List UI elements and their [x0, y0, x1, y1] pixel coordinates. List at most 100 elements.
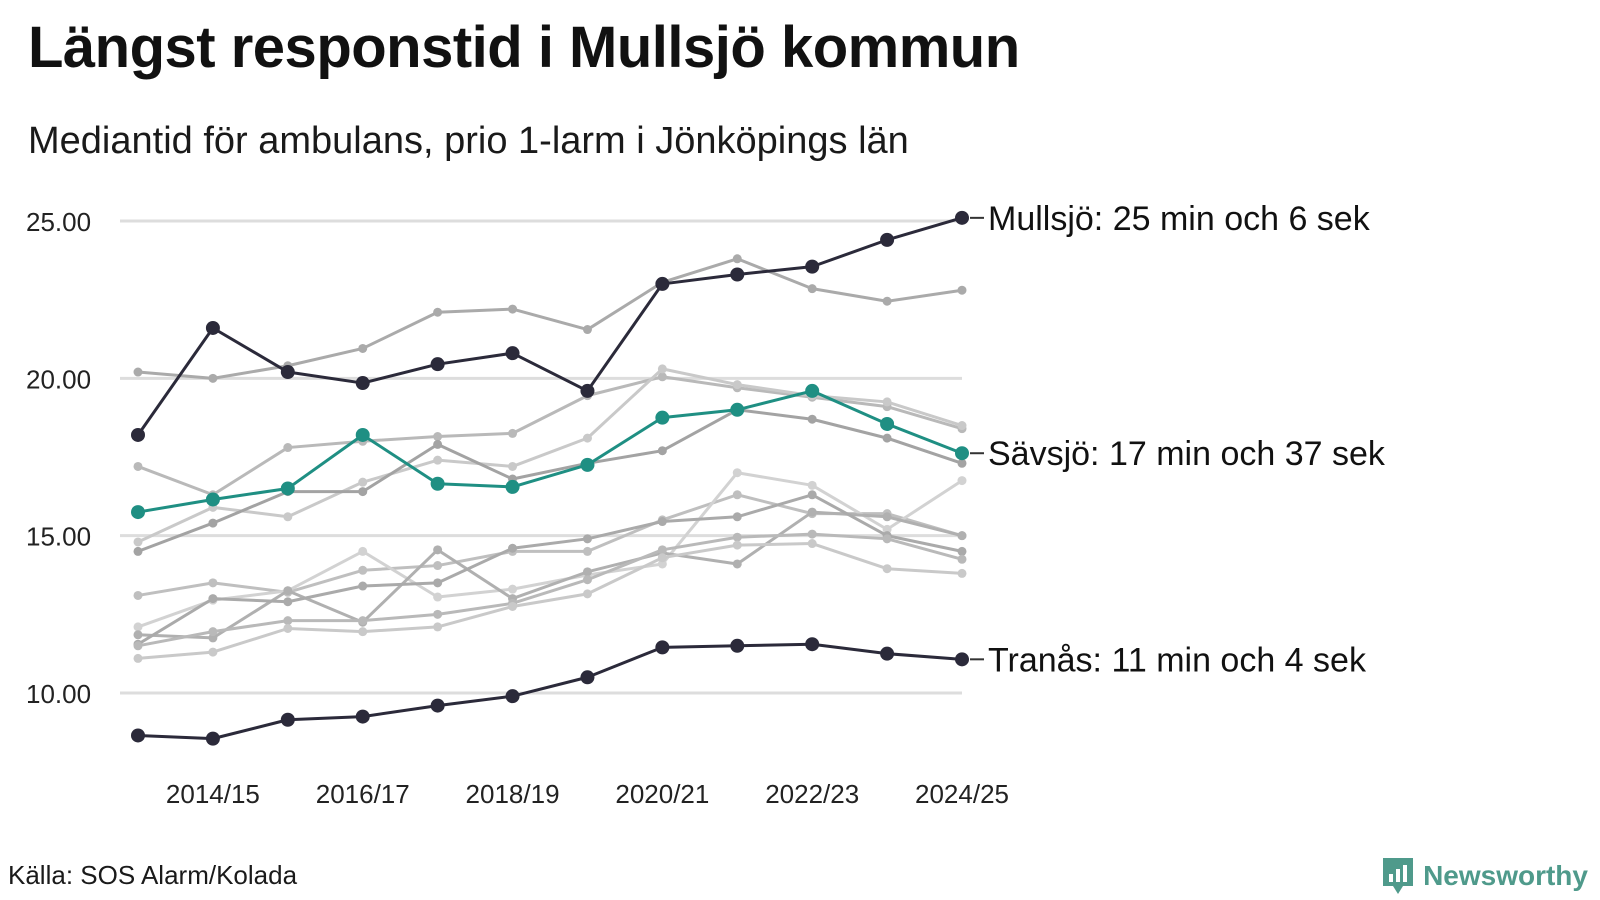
background-data-point: [433, 578, 443, 588]
highlighted-data-point: [355, 427, 370, 442]
background-data-point: [957, 285, 967, 295]
background-series: [133, 254, 967, 383]
highlighted-data-point: [131, 505, 145, 520]
background-data-point: [957, 554, 967, 564]
background-data-point: [732, 512, 742, 522]
background-data-point: [358, 581, 368, 591]
background-data-point: [508, 584, 518, 594]
background-data-point: [807, 414, 817, 424]
background-data-point: [508, 304, 518, 314]
x-tick-label: 2016/17: [316, 779, 410, 809]
background-series-line: [136, 367, 964, 544]
background-data-point: [433, 622, 443, 632]
background-data-point: [283, 443, 293, 453]
background-data-point: [957, 531, 967, 541]
background-data-point: [732, 380, 742, 390]
highlighted-data-point: [655, 410, 670, 425]
highlighted-series: [131, 383, 969, 520]
background-series-line: [136, 532, 964, 648]
background-data-point: [508, 428, 518, 438]
background-data-point: [807, 490, 817, 500]
background-data-point: [433, 455, 443, 465]
highlighted-data-point: [730, 267, 745, 282]
background-data-point: [882, 296, 892, 306]
y-tick-label: 15.00: [26, 522, 91, 552]
x-tick-label: 2018/19: [466, 779, 560, 809]
highlighted-series-line: [136, 642, 964, 741]
highlighted-data-point: [580, 457, 595, 472]
background-series-line: [136, 375, 964, 497]
background-data-point: [657, 517, 667, 527]
highlighted-series-line: [136, 389, 964, 514]
background-series: [133, 372, 967, 500]
background-data-point: [882, 512, 892, 522]
highlighted-series: [131, 210, 969, 442]
background-data-point: [208, 627, 218, 637]
background-data-point: [732, 532, 742, 542]
background-data-point: [208, 373, 218, 383]
highlighted-data-point: [805, 259, 820, 274]
highlighted-series-line: [136, 216, 964, 437]
background-series: [133, 364, 967, 547]
highlighted-data-point: [205, 492, 220, 507]
background-data-point: [433, 592, 443, 602]
background-data-point: [133, 653, 143, 663]
background-data-point: [133, 641, 143, 651]
y-tick-label: 10.00: [26, 679, 91, 709]
highlighted-data-point: [955, 446, 969, 461]
background-data-point: [433, 439, 443, 449]
background-data-point: [433, 545, 443, 555]
background-series: [133, 490, 967, 649]
highlighted-data-point: [730, 402, 745, 417]
highlighted-data-point: [955, 652, 969, 667]
background-data-point: [657, 553, 667, 563]
background-series-line: [136, 408, 964, 553]
y-tick-label: 25.00: [26, 207, 91, 237]
background-data-point: [358, 627, 368, 637]
background-data-point: [283, 586, 293, 596]
x-tick-label: 2014/15: [166, 779, 260, 809]
background-series-line: [136, 471, 964, 629]
background-data-point: [433, 609, 443, 619]
highlighted-data-point: [280, 365, 295, 380]
highlighted-data-point: [505, 689, 520, 704]
background-data-point: [208, 518, 218, 528]
background-data-point: [358, 616, 368, 626]
series-end-label: Tranås: 11 min och 4 sek: [988, 641, 1367, 679]
background-data-point: [582, 546, 592, 556]
highlighted-data-point: [430, 698, 445, 713]
x-tick-label: 2020/21: [615, 779, 709, 809]
highlighted-data-point: [280, 481, 295, 496]
background-data-point: [957, 546, 967, 556]
background-data-point: [508, 461, 518, 471]
background-data-point: [882, 397, 892, 407]
background-data-point: [732, 490, 742, 500]
background-data-point: [208, 633, 218, 643]
background-data-point: [508, 601, 518, 611]
background-data-point: [657, 446, 667, 456]
background-data-point: [133, 590, 143, 600]
highlighted-data-point: [805, 637, 820, 652]
background-data-point: [208, 578, 218, 588]
highlighted-data-point: [205, 320, 220, 335]
background-data-point: [807, 480, 817, 490]
background-data-point: [358, 343, 368, 353]
highlighted-data-point: [355, 709, 370, 724]
background-data-point: [133, 461, 143, 471]
background-data-point: [807, 284, 817, 294]
highlighted-data-point: [880, 232, 895, 247]
series-end-labels: Mullsjö: 25 min och 6 sek Sävsjö: 17 min …: [970, 200, 1386, 679]
series-end-label: Sävsjö: 17 min och 37 sek: [988, 435, 1386, 473]
background-data-point: [358, 487, 368, 497]
background-data-point: [882, 534, 892, 544]
background-data-point: [957, 421, 967, 431]
highlighted-data-point: [430, 476, 445, 491]
background-data-point: [433, 432, 443, 442]
bar-chart-icon: [1381, 856, 1415, 896]
highlighted-data-point: [430, 357, 445, 372]
background-data-point: [133, 546, 143, 556]
y-axis-ticks: 10.00 15.00 20.00 25.00: [26, 207, 91, 709]
background-data-point: [133, 630, 143, 640]
background-data-point: [283, 623, 293, 633]
background-data-point: [283, 597, 293, 607]
